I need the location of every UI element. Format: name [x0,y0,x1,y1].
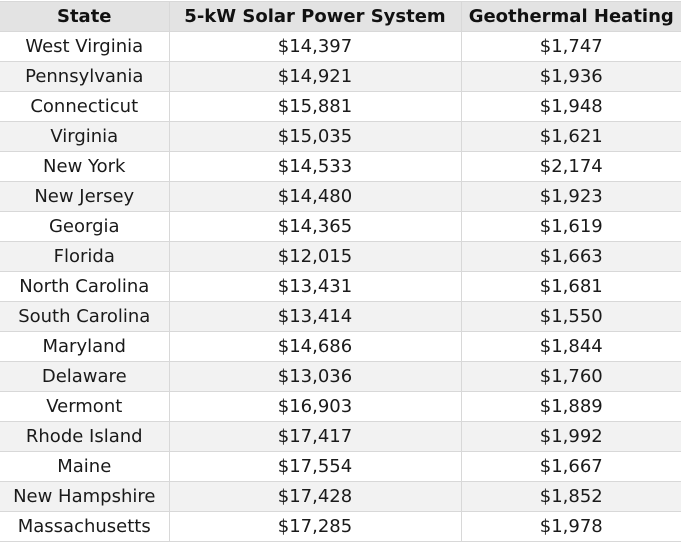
cell-geothermal-cost: $1,889 [460,391,681,422]
table-row: Vermont $16,903 $1,889 [0,391,681,422]
cell-solar-cost: $14,365 [168,211,462,242]
cell-geothermal-cost: $1,852 [460,481,681,512]
cell-state: Pennsylvania [0,61,170,92]
cell-state: Maryland [0,331,170,362]
cell-geothermal-cost: $1,923 [460,181,681,212]
table-row: New Jersey $14,480 $1,923 [0,181,681,212]
cell-geothermal-cost: $1,550 [460,301,681,332]
cell-state: Georgia [0,211,170,242]
cell-state: Florida [0,241,170,272]
cell-solar-cost: $17,554 [168,451,462,482]
cell-solar-cost: $13,414 [168,301,462,332]
cell-geothermal-cost: $1,844 [460,331,681,362]
cell-state: New Hampshire [0,481,170,512]
table-row: Delaware $13,036 $1,760 [0,361,681,392]
cell-state: Vermont [0,391,170,422]
table-row: Maryland $14,686 $1,844 [0,331,681,362]
cell-geothermal-cost: $1,663 [460,241,681,272]
cell-state: North Carolina [0,271,170,302]
cell-geothermal-cost: $1,978 [460,511,681,542]
cell-solar-cost: $13,036 [168,361,462,392]
cell-geothermal-cost: $1,681 [460,271,681,302]
cell-state: Connecticut [0,91,170,122]
table-row: Pennsylvania $14,921 $1,936 [0,61,681,92]
cell-solar-cost: $14,480 [168,181,462,212]
cell-state: South Carolina [0,301,170,332]
cell-solar-cost: $14,397 [168,31,462,62]
header-solar-cost: 5-kW Solar Power System [168,1,462,32]
header-state: State [0,1,170,32]
table-row: Rhode Island $17,417 $1,992 [0,421,681,452]
table-row: Massachusetts $17,285 $1,978 [0,511,681,542]
table-row: New York $14,533 $2,174 [0,151,681,182]
table-body: West Virginia $14,397 $1,747 Pennsylvania $1… [0,31,681,542]
cell-geothermal-cost: $1,747 [460,31,681,62]
cell-solar-cost: $15,035 [168,121,462,152]
cell-solar-cost: $17,428 [168,481,462,512]
cell-solar-cost: $15,881 [168,91,462,122]
cell-geothermal-cost: $1,667 [460,451,681,482]
header-geothermal-cost: Geothermal Heating [460,1,681,32]
cell-state: Maine [0,451,170,482]
cell-solar-cost: $13,431 [168,271,462,302]
cell-solar-cost: $16,903 [168,391,462,422]
cell-solar-cost: $12,015 [168,241,462,272]
table-row: Maine $17,554 $1,667 [0,451,681,482]
table-row: South Carolina $13,414 $1,550 [0,301,681,332]
table-row: Georgia $14,365 $1,619 [0,211,681,242]
cell-state: Virginia [0,121,170,152]
cell-solar-cost: $17,417 [168,421,462,452]
cell-geothermal-cost: $2,174 [460,151,681,182]
cell-solar-cost: $14,686 [168,331,462,362]
cell-state: New Jersey [0,181,170,212]
cell-state: Delaware [0,361,170,392]
cell-geothermal-cost: $1,948 [460,91,681,122]
cell-solar-cost: $14,533 [168,151,462,182]
cell-solar-cost: $14,921 [168,61,462,92]
table-row: West Virginia $14,397 $1,747 [0,31,681,62]
cell-solar-cost: $17,285 [168,511,462,542]
cell-geothermal-cost: $1,619 [460,211,681,242]
cell-geothermal-cost: $1,760 [460,361,681,392]
cell-state: Massachusetts [0,511,170,542]
cell-state: New York [0,151,170,182]
table-row: Florida $12,015 $1,663 [0,241,681,272]
cell-state: Rhode Island [0,421,170,452]
cell-geothermal-cost: $1,936 [460,61,681,92]
cell-geothermal-cost: $1,992 [460,421,681,452]
table-row: New Hampshire $17,428 $1,852 [0,481,681,512]
header-row: State 5-kW Solar Power System Geothermal… [0,1,681,32]
table-row: North Carolina $13,431 $1,681 [0,271,681,302]
cell-geothermal-cost: $1,621 [460,121,681,152]
table-row: Connecticut $15,881 $1,948 [0,91,681,122]
table-row: Virginia $15,035 $1,621 [0,121,681,152]
cell-state: West Virginia [0,31,170,62]
